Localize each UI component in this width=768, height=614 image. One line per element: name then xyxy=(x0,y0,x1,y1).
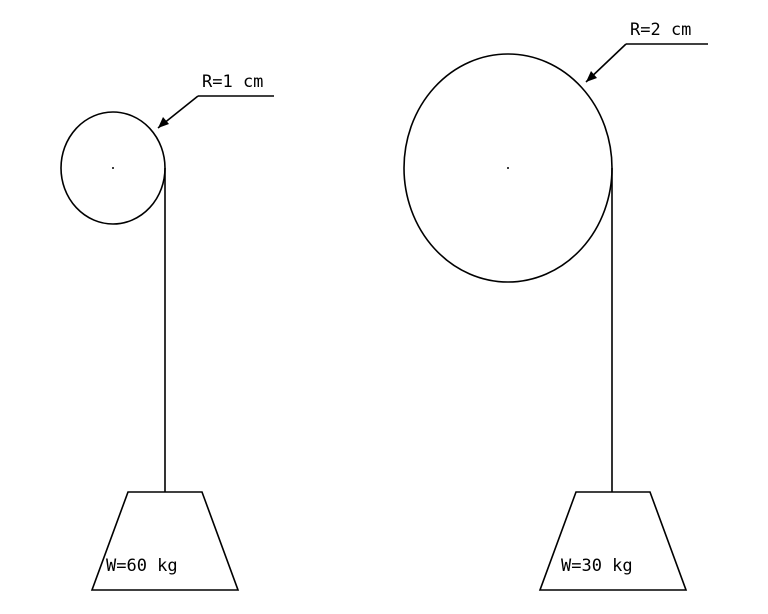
radius-label-large: R=2 cm xyxy=(630,20,691,40)
weight-block-small xyxy=(90,491,240,591)
pulley-center-large xyxy=(507,167,509,169)
radius-label-small: R=1 cm xyxy=(202,72,263,92)
weight-label-large: W=30 kg xyxy=(561,556,633,576)
weight-block-large xyxy=(538,491,688,591)
pulley-system-small: R=1 cm W=60 kg xyxy=(60,72,274,591)
leader-arrow-small xyxy=(158,117,169,128)
pulley-system-large: R=2 cm W=30 kg xyxy=(403,20,708,591)
pulley-center-small xyxy=(112,167,114,169)
leader-arrow-large xyxy=(586,71,597,82)
weight-label-small: W=60 kg xyxy=(106,556,178,576)
